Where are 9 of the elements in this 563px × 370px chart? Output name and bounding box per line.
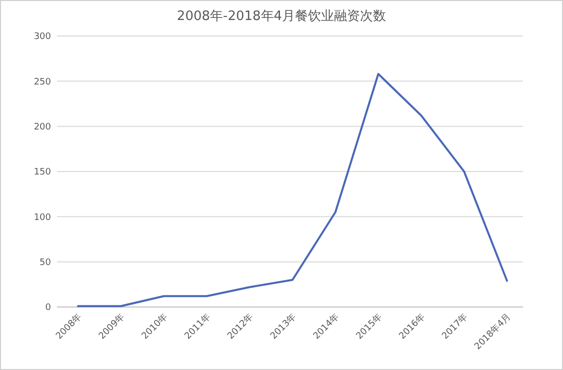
y-tick-label: 150 [34, 168, 52, 178]
line-series [77, 72, 508, 308]
y-tick-label: 100 [34, 212, 52, 223]
y-tick-label: 0 [45, 303, 52, 314]
y-tick-label: 250 [34, 77, 52, 88]
chart-title: 2008年-2018年4月餐饮业融资次数 [176, 9, 386, 24]
y-tick-label: 50 [40, 258, 52, 268]
y-tick-label: 200 [34, 122, 52, 132]
y-tick-label: 300 [34, 32, 52, 42]
